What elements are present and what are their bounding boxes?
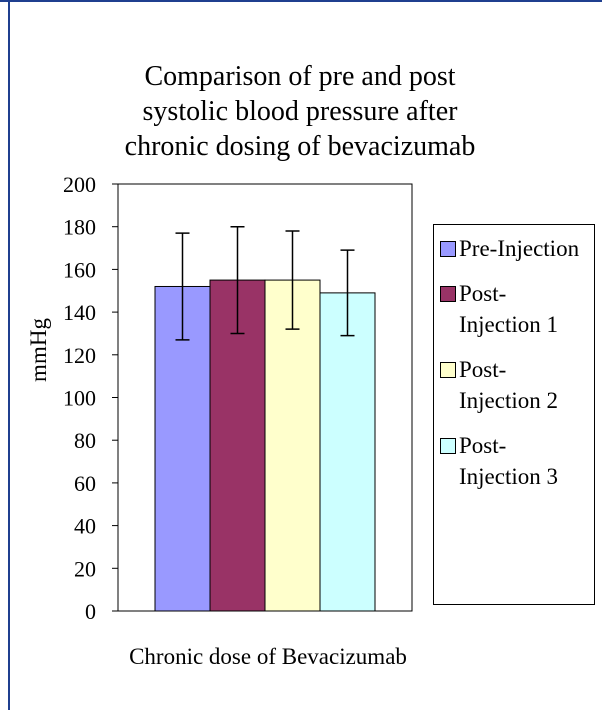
error-bar [340, 249, 355, 337]
legend-entry: Pre-Injection [440, 233, 588, 264]
bar [264, 279, 321, 612]
y-tick-label: 80 [74, 428, 96, 453]
y-tick-label: 20 [74, 556, 96, 581]
legend-swatch [440, 438, 456, 454]
y-tick-label: 0 [85, 599, 96, 624]
y-tick-label: 180 [63, 215, 96, 240]
legend-entry: Post-Injection 2 [440, 354, 588, 416]
error-bar [285, 230, 300, 330]
legend-entry: Post-Injection 3 [440, 430, 588, 492]
bar [319, 292, 376, 612]
y-tick-label: 200 [63, 172, 96, 197]
y-tick-label: 60 [74, 471, 96, 496]
legend: Pre-Injection Post-Injection 1 Post-Inject… [433, 224, 595, 605]
legend-swatch [440, 241, 456, 257]
legend-swatch [440, 362, 456, 378]
x-axis-label: Chronic dose of Bevacizumab [129, 644, 407, 669]
legend-label: Post-Injection 2 [459, 357, 558, 413]
y-tick-label: 160 [63, 257, 96, 282]
chart-title: Comparison of pre and post systolic blood… [125, 61, 476, 162]
error-bar [230, 225, 245, 335]
bar [209, 279, 266, 612]
y-tick-label: 100 [63, 386, 96, 411]
y-tick-label: 120 [63, 343, 96, 368]
legend-swatch [440, 286, 456, 302]
y-axis-label: mmHg [26, 318, 51, 382]
legend-entry: Post-Injection 1 [440, 278, 588, 340]
y-tick-label: 40 [74, 514, 96, 539]
legend-label: Post-Injection 1 [459, 281, 558, 337]
y-tick-label: 140 [63, 300, 96, 325]
legend-label: Pre-Injection [459, 236, 580, 261]
legend-label: Post-Injection 3 [459, 433, 558, 489]
error-bar [175, 232, 190, 341]
